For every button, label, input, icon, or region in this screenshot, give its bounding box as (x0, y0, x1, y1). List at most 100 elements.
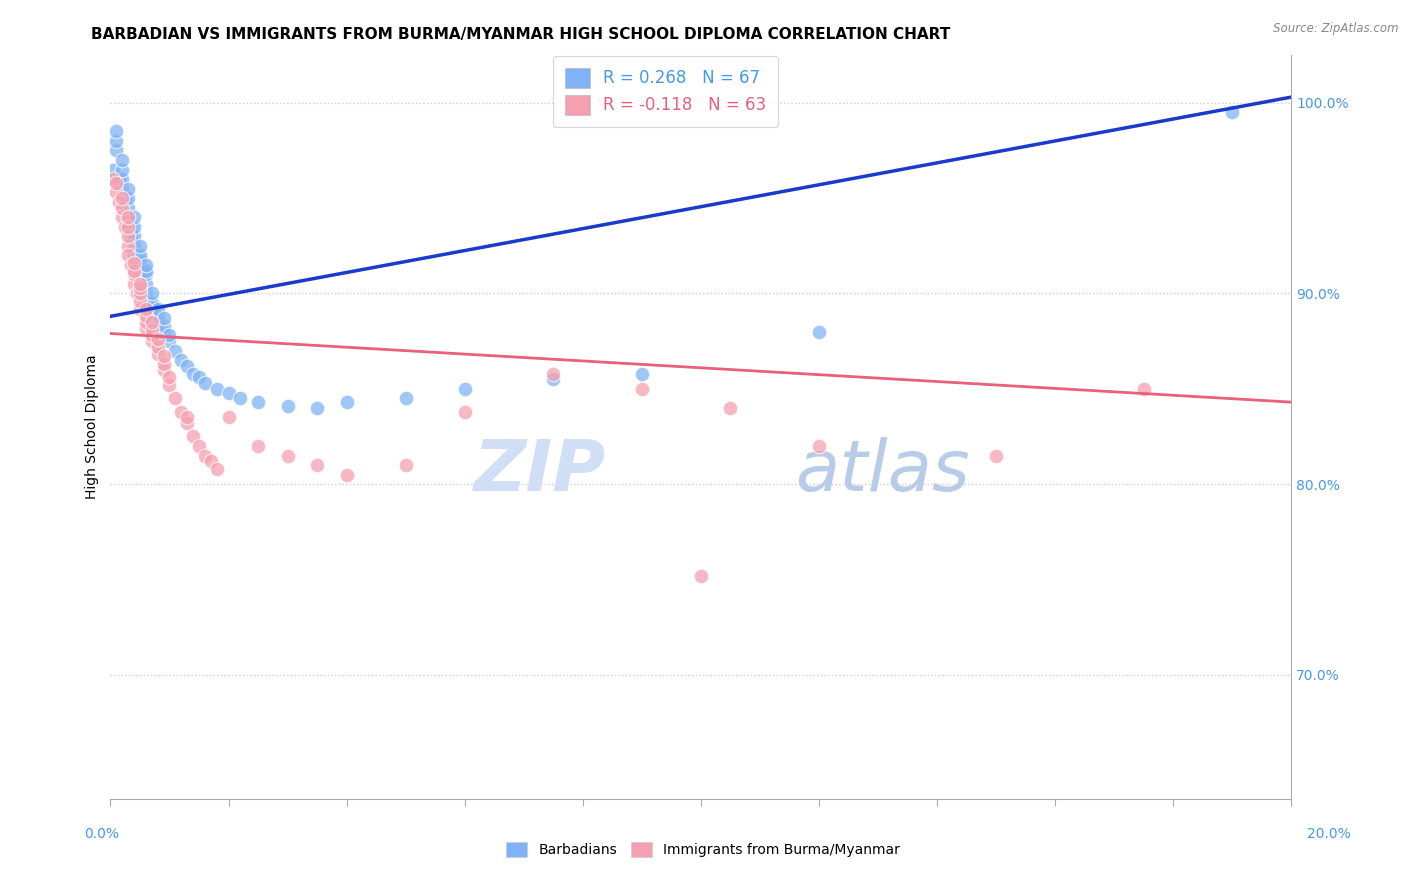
Point (125, 258, 148, 272)
Point (630, 367, 652, 381)
Point (152, 325, 174, 339)
Point (114, 191, 136, 205)
Point (103, 172, 125, 186)
Point (111, 201, 134, 215)
Point (395, 392, 418, 406)
Point (718, 401, 741, 415)
Point (129, 277, 152, 291)
Point (120, 219, 142, 234)
Point (152, 357, 174, 371)
Point (170, 353, 193, 368)
Point (218, 410, 240, 425)
Point (395, 458, 418, 472)
Point (103, 162, 125, 177)
Point (122, 256, 145, 270)
Point (141, 305, 163, 319)
Point (541, 367, 564, 381)
Point (170, 405, 193, 419)
Point (122, 268, 145, 282)
Point (122, 277, 145, 291)
Point (105, 176, 128, 190)
Point (135, 286, 157, 301)
Point (277, 399, 299, 413)
Point (205, 382, 228, 396)
Point (135, 310, 157, 324)
Point (807, 325, 830, 339)
Text: Source: ZipAtlas.com: Source: ZipAtlas.com (1274, 22, 1399, 36)
Point (630, 382, 652, 396)
Point (125, 286, 148, 301)
Point (105, 134, 128, 148)
Text: atlas: atlas (796, 437, 970, 506)
Point (141, 286, 163, 301)
Point (117, 191, 139, 205)
Point (111, 181, 134, 195)
Point (120, 229, 142, 244)
Point (129, 277, 152, 291)
Text: BARBADIAN VS IMMIGRANTS FROM BURMA/MYANMAR HIGH SCHOOL DIPLOMA CORRELATION CHART: BARBADIAN VS IMMIGRANTS FROM BURMA/MYANM… (91, 27, 950, 42)
Point (188, 370, 211, 384)
Point (159, 370, 181, 384)
Point (205, 462, 228, 476)
Point (111, 172, 134, 186)
Point (135, 301, 157, 316)
Point (194, 376, 217, 390)
Point (135, 315, 157, 329)
Point (146, 310, 169, 324)
Point (129, 281, 152, 295)
Point (108, 172, 131, 186)
Point (152, 350, 174, 364)
Point (159, 328, 181, 343)
Point (129, 301, 152, 316)
Point (1132, 382, 1154, 396)
Point (188, 439, 211, 453)
Point (117, 219, 139, 234)
Point (105, 186, 128, 200)
Point (141, 328, 163, 343)
Point (117, 248, 139, 262)
Point (122, 239, 145, 253)
Point (146, 347, 169, 361)
Point (111, 153, 134, 167)
Point (122, 248, 145, 262)
Point (200, 454, 222, 468)
Point (141, 315, 163, 329)
Point (454, 382, 477, 396)
Point (129, 268, 152, 282)
Point (984, 449, 1007, 463)
Legend: Barbadians, Immigrants from Burma/Myanmar: Barbadians, Immigrants from Burma/Myanma… (501, 837, 905, 863)
Point (181, 429, 204, 443)
Text: 20.0%: 20.0% (1306, 827, 1351, 841)
Point (165, 392, 187, 406)
Point (117, 201, 139, 215)
Point (1220, 105, 1243, 120)
Point (689, 568, 711, 582)
Point (129, 239, 152, 253)
Point (159, 378, 181, 392)
Point (135, 277, 157, 291)
Point (129, 258, 152, 272)
Point (194, 449, 217, 463)
Point (307, 401, 329, 415)
Point (114, 219, 136, 234)
Point (229, 392, 252, 406)
Point (541, 372, 564, 386)
Point (146, 301, 169, 316)
Point (807, 439, 830, 453)
Point (105, 124, 128, 138)
Point (105, 144, 128, 158)
Point (218, 385, 240, 400)
Point (454, 405, 477, 419)
Point (141, 334, 163, 348)
Point (152, 362, 174, 376)
Point (141, 296, 163, 310)
Point (176, 416, 198, 430)
Point (135, 320, 157, 334)
Point (181, 367, 204, 381)
Point (135, 268, 157, 282)
Point (125, 248, 148, 262)
Point (108, 194, 131, 209)
Point (141, 300, 163, 314)
Point (141, 323, 163, 337)
Point (146, 340, 169, 354)
